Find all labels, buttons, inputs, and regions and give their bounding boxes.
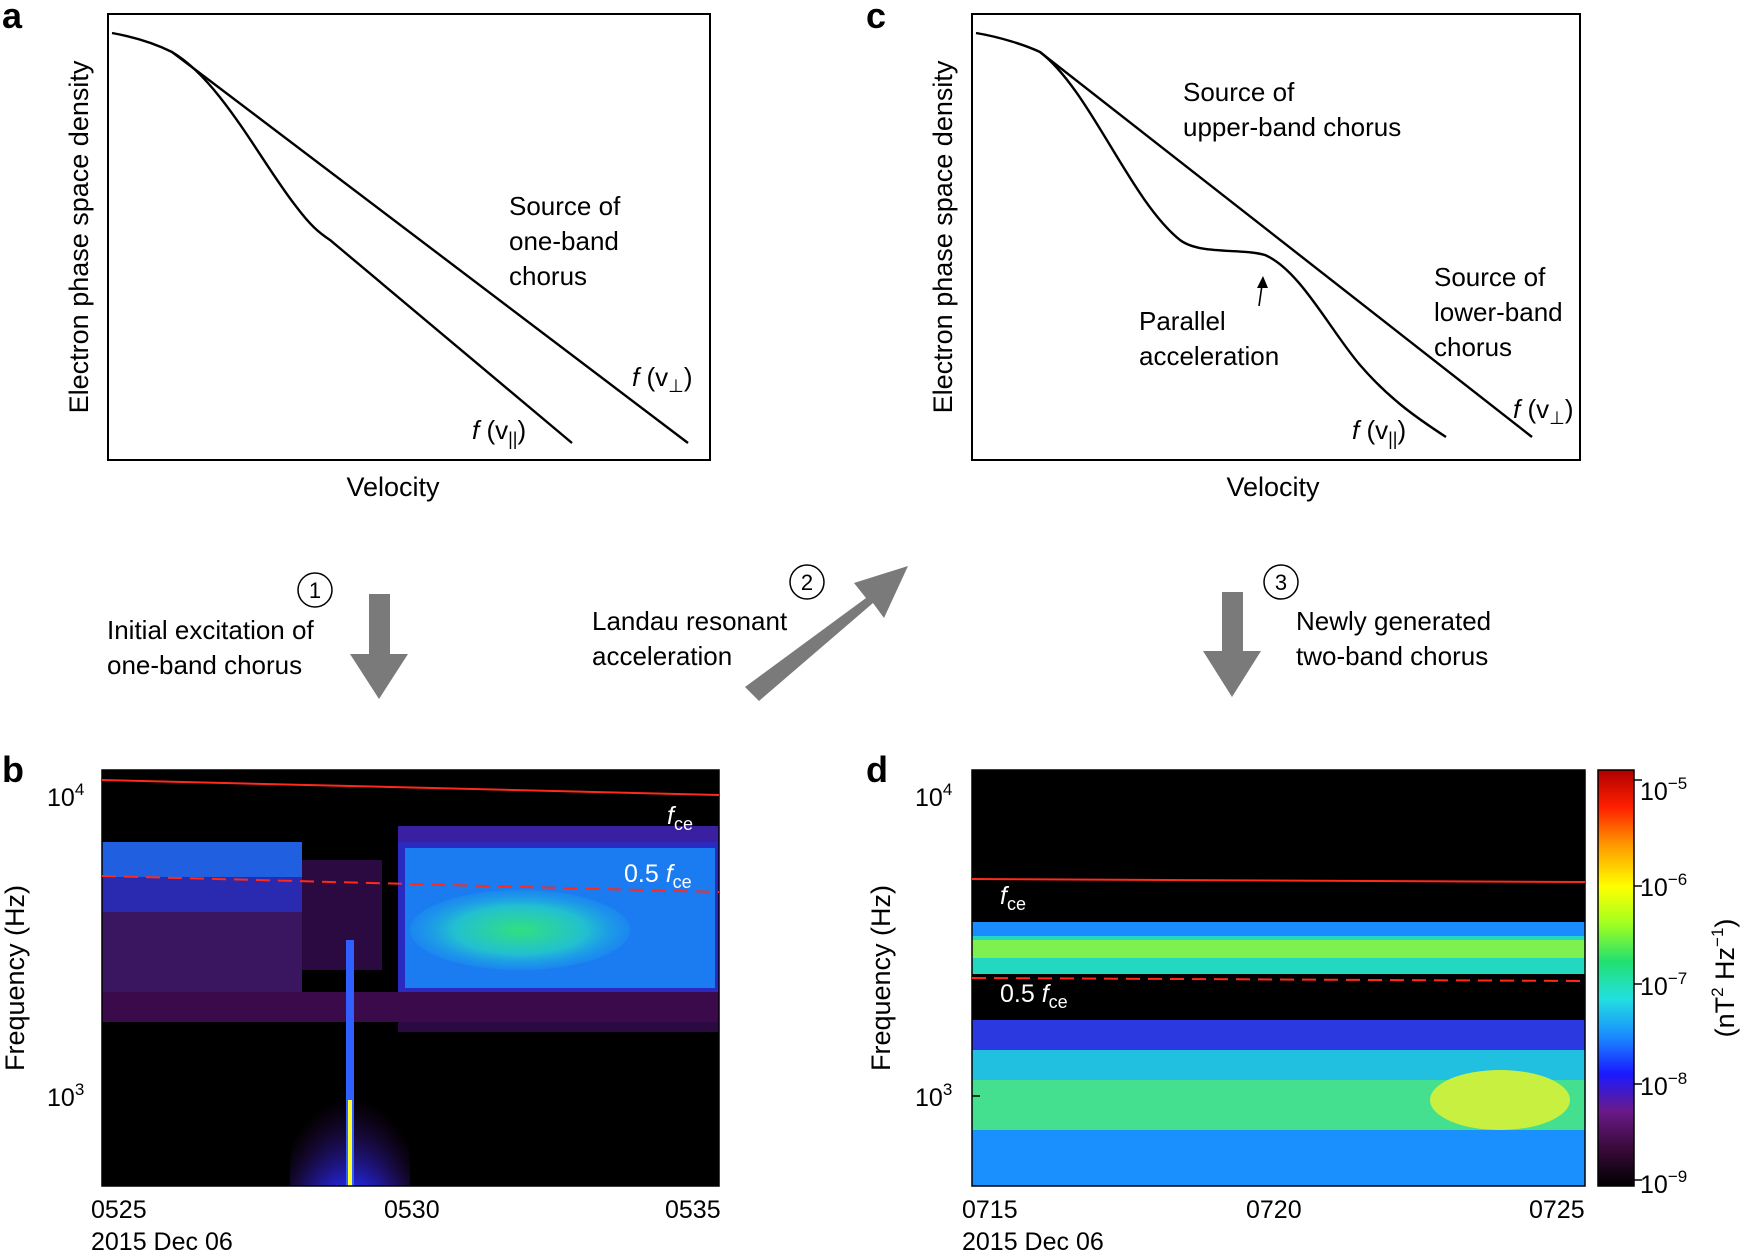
curve-perp-c [975, 31, 1533, 438]
curve-perp-a [111, 31, 689, 444]
panel-a-letter: a [2, 0, 23, 36]
xtick-b-1: 0530 [384, 1196, 440, 1224]
xtick-b-0: 0525 [91, 1196, 147, 1224]
panel-a-ylabel: Electron phase space density [64, 60, 94, 413]
step-1-text-line2: one-band chorus [107, 650, 302, 680]
cb-label-3: 10−8 [1640, 1069, 1687, 1101]
arrow-down-1 [350, 594, 408, 699]
fce-line-b [101, 779, 720, 796]
parallel-accel-arrow [1257, 276, 1268, 307]
step-1-number: 1 [309, 578, 321, 603]
arrow-down-3 [1203, 592, 1261, 697]
spectrogram-d [972, 770, 1585, 1186]
source-one-band-line3: chorus [509, 261, 587, 291]
label-f-perp-a: f (v⊥) [632, 362, 692, 396]
date-d: 2015 Dec 06 [962, 1228, 1104, 1256]
panel-c-ylabel: Electron phase space density [928, 60, 958, 413]
colorbar-unit-label: (nT2 Hz−1) [1708, 919, 1740, 1038]
step-3-circle [1263, 564, 1299, 600]
source-lower-line2: lower-band [1434, 297, 1563, 327]
panel-b-letter: b [2, 749, 24, 790]
panel-d: d fce 0.5 fce Frequency (Hz) 104 103 071… [866, 749, 1586, 1256]
source-lower-line1: Source of [1434, 262, 1546, 292]
panel-b-ylabel: Frequency (Hz) [0, 885, 30, 1071]
fce-label-b: fce [667, 802, 693, 834]
source-upper-line1: Source of [1183, 77, 1295, 107]
step-1-circle [297, 572, 333, 608]
panel-a-frame [107, 13, 711, 461]
half-fce-line-b [101, 875, 720, 893]
panel-a: a Electron phase space density Velocity … [2, 0, 711, 502]
xtick-d-1: 0720 [1246, 1196, 1302, 1224]
ytick-b-1e3: 103 [47, 1080, 84, 1112]
half-fce-label-b: 0.5 fce [624, 860, 692, 892]
xtick-d-0: 0715 [962, 1196, 1018, 1224]
panel-b-frame [101, 769, 720, 1187]
source-one-band-line2: one-band [509, 226, 619, 256]
step-3-number: 3 [1275, 570, 1287, 595]
step-3: 3 Newly generated two-band chorus [1203, 564, 1491, 697]
cb-label-1: 10−6 [1640, 870, 1687, 902]
step-1-text-line1: Initial excitation of [107, 615, 314, 645]
step-2-number: 2 [801, 570, 813, 595]
fce-label-d: fce [1000, 882, 1026, 914]
source-one-band-line1: Source of [509, 191, 621, 221]
cb-label-2: 10−7 [1640, 969, 1687, 1001]
parallel-accel-line1: Parallel [1139, 306, 1226, 336]
fce-line-d [971, 878, 1586, 883]
curve-par-a [171, 50, 573, 444]
xtick-b-2: 0535 [665, 1196, 721, 1224]
colorbar-gradient [1597, 769, 1635, 1187]
label-f-par-c: f (v||) [1352, 415, 1406, 449]
curve-par-c [1039, 51, 1447, 439]
step-2-text-line2: acceleration [592, 641, 732, 671]
half-fce-line-d [971, 977, 1586, 982]
step-3-text-line2: two-band chorus [1296, 641, 1488, 671]
arrow-diag-2 [745, 566, 908, 701]
panel-d-ylabel: Frequency (Hz) [866, 885, 896, 1071]
panel-c-xlabel: Velocity [1226, 472, 1320, 502]
panel-a-xlabel: Velocity [346, 472, 440, 502]
parallel-accel-line2: acceleration [1139, 341, 1279, 371]
ytick-d-1e3: 103 [915, 1080, 952, 1112]
spectrogram-b [102, 770, 719, 1186]
cb-label-0: 10−5 [1640, 774, 1687, 806]
source-lower-line3: chorus [1434, 332, 1512, 362]
label-f-perp-c: f (v⊥) [1513, 394, 1573, 428]
source-upper-line2: upper-band chorus [1183, 112, 1401, 142]
panel-c-frame [971, 13, 1581, 461]
date-b: 2015 Dec 06 [91, 1228, 233, 1256]
step-3-text-line1: Newly generated [1296, 606, 1491, 636]
panel-d-letter: d [866, 749, 888, 790]
step-2-text-line1: Landau resonant [592, 606, 788, 636]
colorbar: 10−5 10−6 10−7 10−8 10−9 (nT2 Hz−1) [1597, 769, 1740, 1199]
step-1: 1 Initial excitation of one-band chorus [107, 572, 408, 699]
panel-c-letter: c [866, 0, 886, 36]
panel-c: c Electron phase space density Velocity … [866, 0, 1581, 502]
label-f-par-a: f (v||) [472, 415, 526, 449]
ytick-b-1e4: 104 [47, 780, 84, 812]
ytick-d-1e4: 104 [915, 780, 952, 812]
step-2-circle [789, 564, 825, 600]
xtick-d-2: 0725 [1529, 1196, 1585, 1224]
panel-b: b fce 0.5 fce Frequency (Hz) 104 103 052… [0, 749, 721, 1256]
step-2: 2 Landau resonant acceleration [592, 564, 908, 701]
cb-label-4: 10−9 [1640, 1167, 1687, 1199]
half-fce-label-d: 0.5 fce [1000, 980, 1068, 1012]
